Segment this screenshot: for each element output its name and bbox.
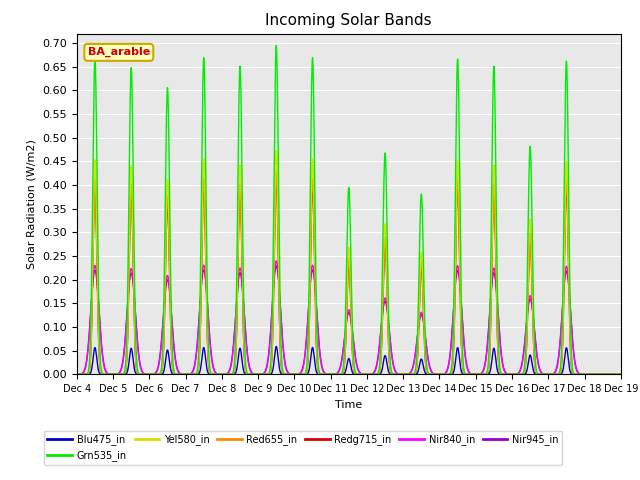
Title: Incoming Solar Bands: Incoming Solar Bands bbox=[266, 13, 432, 28]
Y-axis label: Solar Radiation (W/m2): Solar Radiation (W/m2) bbox=[27, 139, 36, 269]
Text: BA_arable: BA_arable bbox=[88, 47, 150, 58]
X-axis label: Time: Time bbox=[335, 400, 362, 409]
Legend: Blu475_in, Grn535_in, Yel580_in, Red655_in, Redg715_in, Nir840_in, Nir945_in: Blu475_in, Grn535_in, Yel580_in, Red655_… bbox=[44, 431, 563, 465]
